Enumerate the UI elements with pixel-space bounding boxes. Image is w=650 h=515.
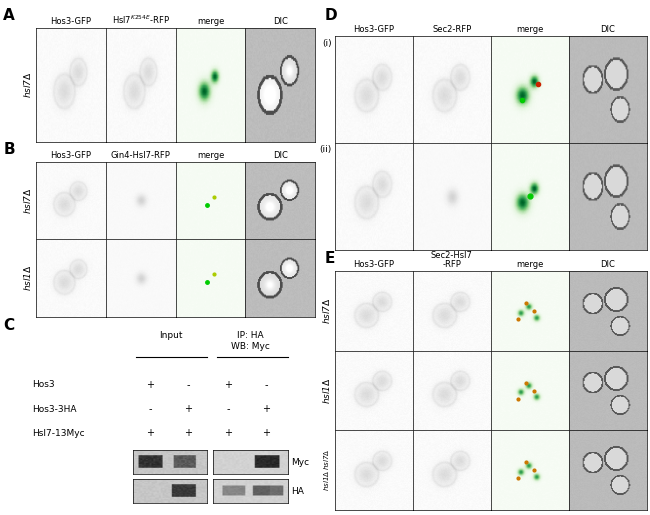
Text: merge: merge xyxy=(197,151,224,160)
Text: +: + xyxy=(184,428,192,438)
Text: hsl7$\Delta$: hsl7$\Delta$ xyxy=(23,187,33,214)
Text: Hsl7-13Myc: Hsl7-13Myc xyxy=(32,429,84,438)
Text: B: B xyxy=(3,142,15,157)
Text: hsl1$\Delta$: hsl1$\Delta$ xyxy=(322,377,332,404)
Text: Hos3-GFP: Hos3-GFP xyxy=(353,25,395,34)
Text: +: + xyxy=(262,404,270,414)
Text: hsl7$\Delta$: hsl7$\Delta$ xyxy=(322,298,332,324)
Text: Sec2-RFP: Sec2-RFP xyxy=(432,25,471,34)
Text: -: - xyxy=(187,380,190,390)
Text: DIC: DIC xyxy=(601,25,615,34)
Text: Hos3-GFP: Hos3-GFP xyxy=(50,151,91,160)
Text: IP: HA
WB: Myc: IP: HA WB: Myc xyxy=(231,331,270,351)
Text: -: - xyxy=(227,404,230,414)
Text: DIC: DIC xyxy=(273,151,288,160)
Text: DIC: DIC xyxy=(273,17,288,26)
Text: hsl1$\Delta$ hsl7$\Delta$: hsl1$\Delta$ hsl7$\Delta$ xyxy=(322,449,332,491)
Text: C: C xyxy=(3,318,14,333)
Text: Sec2-Hsl7 -RFP: Sec2-Hsl7 -RFP xyxy=(420,132,484,141)
Text: Hos3: Hos3 xyxy=(32,381,55,389)
Text: D: D xyxy=(325,8,337,23)
Text: merge: merge xyxy=(197,17,224,26)
Text: Hos3-GFP: Hos3-GFP xyxy=(353,261,395,269)
Text: (i): (i) xyxy=(322,39,332,47)
Text: Gin4-Hsl7-RFP: Gin4-Hsl7-RFP xyxy=(111,151,170,160)
Text: merge: merge xyxy=(516,132,543,141)
Text: merge: merge xyxy=(516,25,543,34)
Text: -: - xyxy=(149,404,152,414)
Text: DIC: DIC xyxy=(601,261,615,269)
Text: -: - xyxy=(265,380,268,390)
Text: hsl1$\Delta$: hsl1$\Delta$ xyxy=(23,265,33,291)
Text: Input: Input xyxy=(159,331,183,340)
Text: E: E xyxy=(325,251,335,266)
Text: merge: merge xyxy=(516,261,543,269)
Text: Hos3-3HA: Hos3-3HA xyxy=(32,405,76,414)
Text: +: + xyxy=(224,380,233,390)
Text: (ii): (ii) xyxy=(319,146,332,154)
Text: A: A xyxy=(3,8,15,23)
Text: hsl7$\Delta$: hsl7$\Delta$ xyxy=(23,72,33,98)
Text: Hos3-GFP: Hos3-GFP xyxy=(50,17,91,26)
Text: DIC: DIC xyxy=(601,132,615,141)
Text: +: + xyxy=(146,428,155,438)
Text: Hos3-GFP: Hos3-GFP xyxy=(353,132,395,141)
Text: +: + xyxy=(224,428,233,438)
Text: +: + xyxy=(262,428,270,438)
Text: +: + xyxy=(146,380,155,390)
Text: Myc: Myc xyxy=(291,458,309,467)
Text: +: + xyxy=(184,404,192,414)
Text: Hsl7$^{K254E}$-RFP: Hsl7$^{K254E}$-RFP xyxy=(112,13,170,26)
Text: Sec2-Hsl7
-RFP: Sec2-Hsl7 -RFP xyxy=(431,251,473,269)
Text: HA: HA xyxy=(291,487,304,496)
